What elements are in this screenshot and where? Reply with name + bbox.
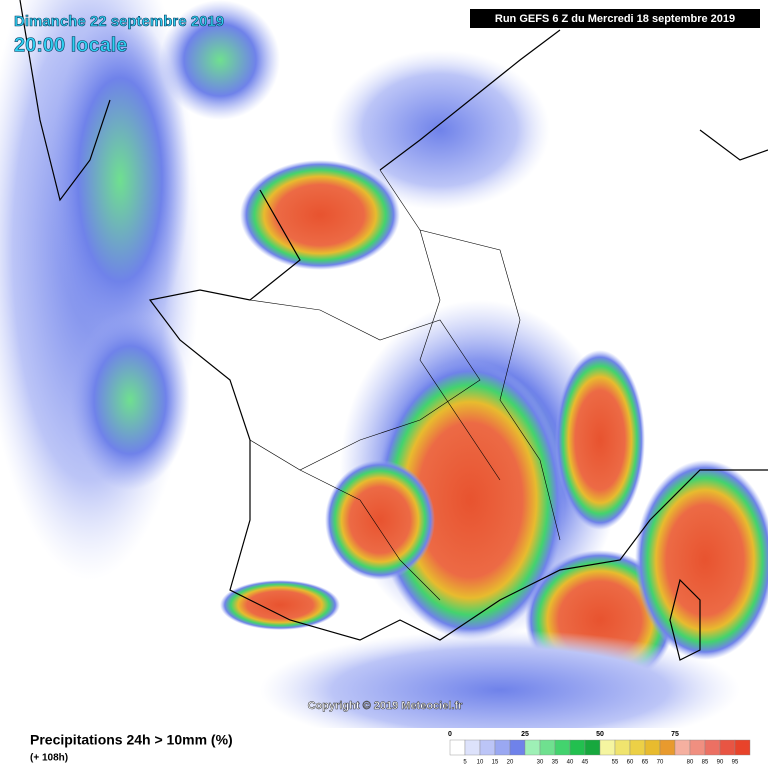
- legend-minor-label: 10: [477, 760, 484, 766]
- legend-swatch: [524, 739, 541, 756]
- legend-minor-label: 35: [552, 760, 559, 766]
- lead-time: (+ 108h): [30, 753, 68, 764]
- legend-swatch: [569, 739, 586, 756]
- date-label: Dimanche 22 septembre 2019: [14, 13, 224, 30]
- legend-swatch: [629, 739, 646, 756]
- legend-minor-label: 45: [582, 760, 589, 766]
- legend-major-label: 50: [596, 731, 604, 738]
- legend-minor-label: 80: [687, 760, 694, 766]
- legend-swatch: [674, 739, 691, 756]
- legend-minor-label: 15: [492, 760, 499, 766]
- precipitation-field: [0, 0, 768, 750]
- legend-swatch: [719, 739, 736, 756]
- legend-swatch: [704, 739, 721, 756]
- legend-swatch: [734, 739, 751, 756]
- product-title: Precipitations 24h > 10mm (%): [30, 732, 233, 748]
- coastlines: [19, 0, 768, 661]
- legend-swatch: [449, 739, 466, 756]
- legend-minor-label: 40: [567, 760, 574, 766]
- legend-minor-label: 85: [702, 760, 709, 766]
- legend-swatch: [479, 739, 496, 756]
- run-banner: [470, 9, 760, 28]
- legend-minor-label: 60: [627, 760, 634, 766]
- legend-swatch: [644, 739, 661, 756]
- legend-swatch: [584, 739, 601, 756]
- legend-swatch: [659, 739, 676, 756]
- legend-major-label: 25: [521, 731, 529, 738]
- legend-swatch: [554, 739, 571, 756]
- legend-minor-label: 70: [657, 760, 664, 766]
- colorbar: 0 25 50 75 5 10 15 20 30 35 40 45 55 60 65 70 80 85 90 95: [448, 731, 751, 766]
- legend-major-label: 75: [671, 731, 679, 738]
- legend-swatch: [509, 739, 526, 756]
- legend-swatch: [689, 739, 706, 756]
- time-label: 20:00 locale: [14, 34, 127, 56]
- legend-minor-label: 30: [537, 760, 544, 766]
- legend-swatch: [494, 739, 511, 756]
- legend-swatch: [599, 739, 616, 756]
- legend-minor-label: 65: [642, 760, 649, 766]
- borders: [249, 169, 561, 601]
- legend-minor-label: 20: [507, 760, 514, 766]
- legend-major-label: 0: [448, 731, 452, 738]
- legend-minor-label: 5: [463, 760, 467, 766]
- legend-swatch: [539, 739, 556, 756]
- run-label: Run GEFS 6 Z du Mercredi 18 septembre 20…: [495, 13, 735, 25]
- legend-minor-label: 90: [717, 760, 724, 766]
- copyright: Copyright © 2019 Meteociel.fr: [308, 700, 464, 712]
- legend-minor-label: 55: [612, 760, 619, 766]
- legend-minor-label: 95: [732, 760, 739, 766]
- legend-swatch: [614, 739, 631, 756]
- legend-swatch: [464, 739, 481, 756]
